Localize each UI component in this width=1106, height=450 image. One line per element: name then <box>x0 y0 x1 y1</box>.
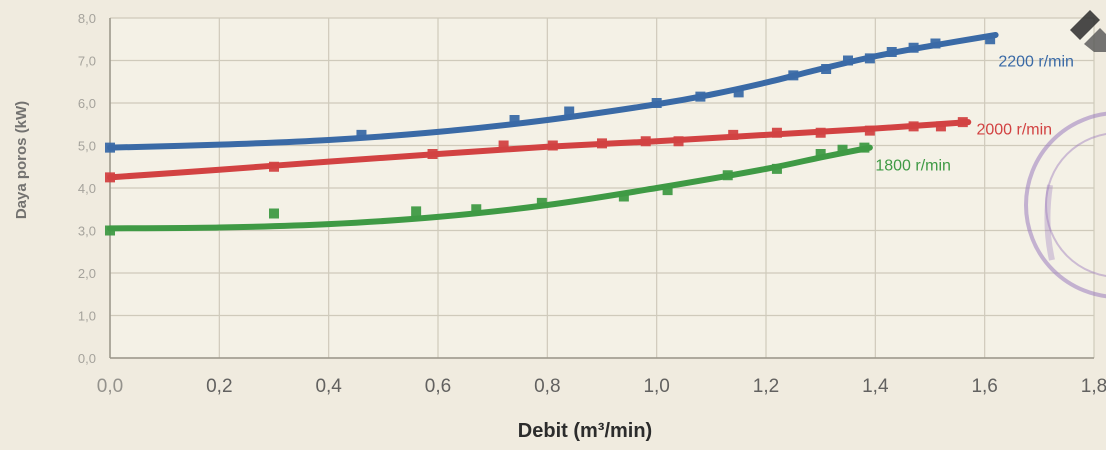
data-point <box>908 121 919 132</box>
x-tick-label: 1,2 <box>753 376 779 397</box>
data-point <box>105 225 115 236</box>
data-point <box>498 140 509 151</box>
data-point <box>673 136 684 147</box>
data-point <box>427 149 438 159</box>
data-point <box>859 142 870 153</box>
series-group: 2200 r/min 2000 r/min 1800 r/min <box>105 32 1074 236</box>
data-point <box>105 172 115 183</box>
series-2200-r-min: 2200 r/min <box>105 32 1074 153</box>
data-point <box>651 98 662 108</box>
data-point <box>821 64 832 74</box>
data-point <box>957 117 968 128</box>
series-line <box>107 32 999 151</box>
series-line <box>107 144 873 232</box>
series-2000-r-min: 2000 r/min <box>105 117 1052 183</box>
data-point <box>509 115 520 125</box>
data-point <box>908 42 919 53</box>
series-1800-r-min: 1800 r/min <box>105 142 951 236</box>
data-point <box>640 136 651 147</box>
data-point <box>536 197 547 208</box>
data-point <box>788 70 799 81</box>
x-tick-label: 0,6 <box>425 376 451 397</box>
data-point <box>618 191 629 202</box>
corner-arrows <box>1070 10 1106 52</box>
data-point <box>864 53 875 64</box>
x-tick-label: 0,8 <box>534 376 560 397</box>
data-point <box>815 149 826 159</box>
x-tick-label: 0,4 <box>315 376 342 397</box>
axes: 0,0 0,2 0,4 0,6 0,8 1,0 1,2 1,4 1,6 1,8 0,0 1,0 2,0 3… <box>78 11 1106 397</box>
y-tick-label: 8,0 <box>78 11 96 26</box>
data-point <box>269 208 279 219</box>
data-point <box>471 204 482 215</box>
data-point <box>356 129 367 140</box>
data-point <box>733 87 744 98</box>
series-label: 1800 r/min <box>875 158 951 175</box>
data-point <box>695 91 706 102</box>
series-line <box>107 119 972 181</box>
data-point <box>935 121 946 132</box>
data-point <box>985 34 996 45</box>
y-tick-label: 4,0 <box>78 181 96 196</box>
data-point <box>815 127 826 138</box>
data-point <box>547 140 558 151</box>
x-tick-label: 1,0 <box>643 376 669 397</box>
x-axis-label: Debit (m³/min) <box>518 420 652 442</box>
data-point <box>886 47 897 57</box>
data-point <box>722 170 733 181</box>
x-tick-label: 1,8 <box>1081 376 1106 397</box>
data-point <box>662 185 673 196</box>
data-point <box>771 163 782 174</box>
data-point <box>930 38 941 49</box>
data-point <box>564 106 575 117</box>
y-tick-label: 3,0 <box>78 224 96 239</box>
data-point <box>843 55 853 66</box>
data-point <box>597 138 607 149</box>
y-tick-label: 5,0 <box>78 139 96 154</box>
y-axis-label: Daya poros (kW) <box>13 101 30 219</box>
data-point <box>771 127 782 138</box>
data-point <box>269 161 279 172</box>
series-label: 2200 r/min <box>998 54 1074 71</box>
y-tick-label: 0,0 <box>78 351 96 366</box>
x-tick-label: 0,2 <box>206 376 232 397</box>
x-tick-label: 0,0 <box>97 376 123 397</box>
y-tick-label: 1,0 <box>78 309 96 324</box>
data-point <box>864 125 875 136</box>
data-point <box>837 144 848 155</box>
data-point <box>728 129 739 140</box>
x-tick-label: 1,6 <box>971 376 997 397</box>
x-tick-label: 1,4 <box>862 376 889 397</box>
y-tick-label: 2,0 <box>78 266 96 281</box>
data-point <box>105 142 115 153</box>
y-tick-label: 6,0 <box>78 96 96 111</box>
stamp-seal <box>1024 111 1106 299</box>
series-label: 2000 r/min <box>976 122 1052 139</box>
data-point <box>411 206 422 217</box>
y-tick-label: 7,0 <box>78 54 96 69</box>
